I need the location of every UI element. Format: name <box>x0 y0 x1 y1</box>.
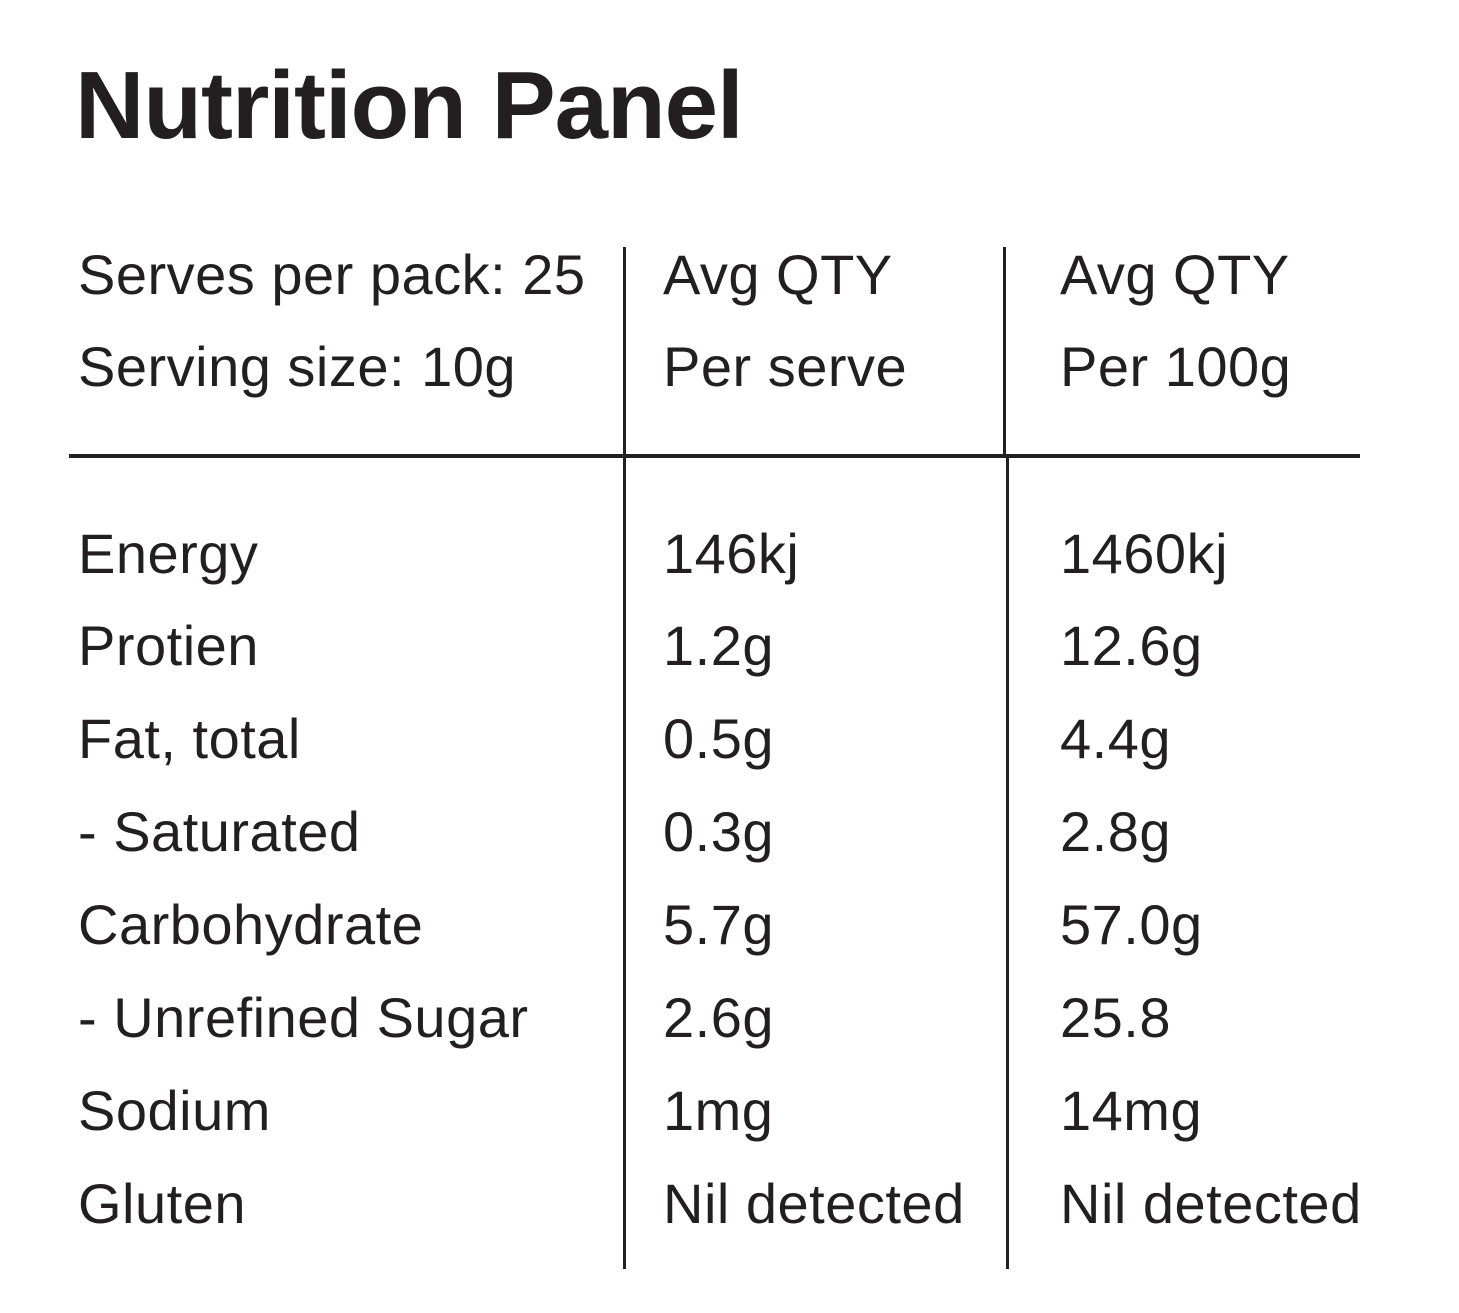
column-divider-2-top <box>1003 247 1006 456</box>
per-100g-header-line-2: Per 100g <box>1060 335 1292 398</box>
serving-size-label: Serving size: 10g <box>78 335 517 398</box>
per-serve-value: 146kj <box>663 522 800 585</box>
per-serve-value: 0.5g <box>663 707 774 770</box>
column-divider-2-bottom <box>1006 456 1009 1269</box>
per-100g-value: 4.4g <box>1060 707 1171 770</box>
per-serve-value: 1.2g <box>663 614 774 677</box>
per-100g-header-line-1: Avg QTY <box>1060 243 1290 306</box>
nutrient-name: Fat, total <box>78 707 301 770</box>
per-serve-header-line-2: Per serve <box>663 335 908 398</box>
page-title: Nutrition Panel <box>75 52 744 159</box>
per-100g-value: 25.8 <box>1060 986 1171 1049</box>
per-100g-value: 57.0g <box>1060 893 1203 956</box>
column-divider-1 <box>623 247 626 1269</box>
nutrient-name: - Unrefined Sugar <box>78 986 529 1049</box>
per-100g-value: 14mg <box>1060 1079 1203 1142</box>
nutrient-name: Gluten <box>78 1172 246 1235</box>
per-100g-value: 12.6g <box>1060 614 1203 677</box>
per-serve-value: Nil detected <box>663 1172 965 1235</box>
per-serve-value: 0.3g <box>663 800 774 863</box>
nutrient-name: Energy <box>78 522 259 585</box>
nutrient-name: - Saturated <box>78 800 361 863</box>
per-serve-value: 2.6g <box>663 986 774 1049</box>
per-serve-value: 1mg <box>663 1079 774 1142</box>
per-100g-value: Nil detected <box>1060 1172 1362 1235</box>
nutrient-name: Protien <box>78 614 259 677</box>
nutrient-name: Carbohydrate <box>78 893 424 956</box>
serves-per-pack-label: Serves per pack: 25 <box>78 243 586 306</box>
per-serve-value: 5.7g <box>663 893 774 956</box>
header-divider <box>69 454 1360 458</box>
per-100g-value: 1460kj <box>1060 522 1229 585</box>
per-100g-value: 2.8g <box>1060 800 1171 863</box>
per-serve-header-line-1: Avg QTY <box>663 243 893 306</box>
nutrient-name: Sodium <box>78 1079 271 1142</box>
